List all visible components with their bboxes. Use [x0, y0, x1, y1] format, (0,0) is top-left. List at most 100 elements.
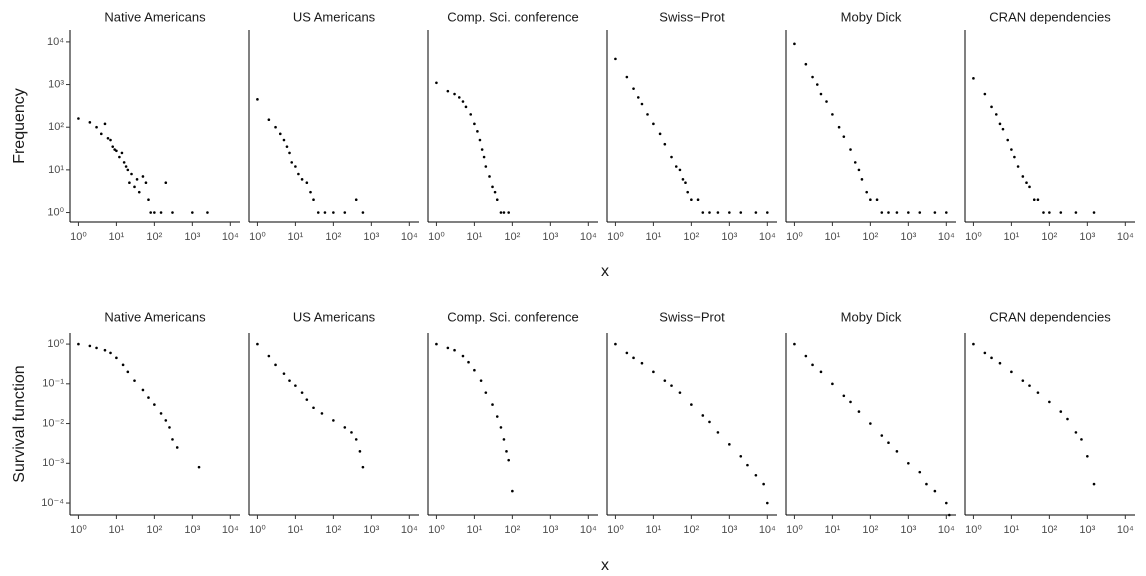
panel-title: Moby Dick — [841, 309, 902, 324]
point — [297, 172, 300, 176]
point — [686, 190, 689, 194]
point — [137, 190, 141, 194]
point — [1074, 211, 1078, 214]
point — [343, 211, 347, 214]
point — [895, 450, 899, 453]
point — [121, 363, 125, 367]
point — [819, 370, 823, 374]
point — [343, 426, 347, 429]
point — [998, 361, 1002, 365]
point — [300, 391, 304, 394]
x-tick-label: 10⁰ — [965, 231, 982, 243]
point — [860, 178, 864, 181]
point — [793, 42, 796, 46]
point — [983, 351, 987, 355]
point — [77, 342, 80, 346]
y-tick-label: 10⁻² — [42, 417, 64, 429]
panel-title: CRAN dependencies — [989, 309, 1111, 324]
point — [670, 384, 673, 387]
x-tick-label: 10³ — [542, 524, 558, 536]
point — [690, 403, 693, 406]
x-tick-label: 10³ — [721, 231, 737, 243]
x-tick-label: 10⁰ — [428, 524, 445, 536]
point — [663, 379, 667, 382]
x-tick-label: 10³ — [363, 524, 379, 536]
point — [473, 122, 476, 126]
point — [1036, 198, 1040, 201]
point — [507, 211, 510, 214]
point — [1066, 417, 1069, 421]
point — [819, 92, 823, 96]
point — [312, 198, 315, 201]
point — [147, 198, 150, 201]
point — [141, 388, 145, 392]
point — [103, 122, 107, 126]
y-tick-label: 10⁻³ — [42, 457, 64, 469]
point — [507, 458, 510, 462]
panel-title: Moby Dick — [841, 9, 902, 24]
point — [746, 463, 749, 467]
point — [945, 211, 948, 214]
point — [948, 513, 951, 517]
point — [1013, 155, 1016, 159]
point — [674, 165, 678, 168]
point — [135, 178, 139, 181]
point — [288, 151, 291, 155]
y-tick-label: 10⁰ — [47, 206, 64, 218]
point — [305, 398, 309, 401]
point — [88, 121, 92, 124]
point — [739, 454, 743, 458]
point — [133, 185, 136, 189]
point — [274, 363, 277, 367]
x-tick-label: 10² — [504, 231, 520, 243]
point — [171, 438, 174, 441]
point — [754, 211, 758, 214]
point — [865, 190, 868, 194]
x-tick-label: 10¹ — [1003, 231, 1019, 243]
point — [632, 356, 635, 360]
point — [887, 441, 890, 444]
x-tick-label: 10⁴ — [222, 231, 239, 243]
point — [837, 125, 841, 129]
y-tick-label: 10² — [48, 121, 64, 133]
point — [1086, 454, 1089, 458]
point — [164, 419, 168, 422]
point — [120, 151, 124, 155]
point — [88, 344, 92, 348]
point — [933, 489, 937, 493]
point — [309, 190, 312, 194]
panel-title: Comp. Sci. conference — [447, 9, 579, 24]
point — [480, 148, 484, 151]
point — [857, 410, 861, 413]
point — [658, 132, 662, 136]
x-tick-label: 10² — [1041, 231, 1057, 243]
point — [103, 348, 107, 352]
x-tick-label: 10⁰ — [607, 524, 624, 536]
point — [171, 211, 174, 214]
x-tick-label: 10² — [683, 231, 699, 243]
point — [109, 138, 112, 142]
x-tick-label: 10³ — [363, 231, 379, 243]
point — [294, 165, 297, 168]
x-tick-label: 10⁴ — [401, 524, 418, 536]
point — [312, 406, 315, 410]
point — [925, 482, 928, 486]
x-tick-label: 10⁰ — [965, 524, 982, 536]
x-tick-label: 10² — [1041, 524, 1057, 536]
point — [175, 446, 179, 449]
point — [144, 181, 148, 185]
point — [728, 443, 731, 446]
point — [895, 211, 899, 214]
x-tick-label: 10¹ — [466, 524, 482, 536]
point — [111, 145, 115, 148]
point — [488, 175, 491, 178]
point — [842, 394, 846, 398]
point — [267, 118, 271, 122]
point — [1006, 138, 1010, 142]
point — [446, 89, 450, 93]
point — [804, 62, 808, 66]
x-tick-label: 10⁰ — [70, 231, 87, 243]
point — [972, 77, 975, 80]
point — [294, 384, 297, 387]
x-tick-label: 10² — [325, 524, 341, 536]
